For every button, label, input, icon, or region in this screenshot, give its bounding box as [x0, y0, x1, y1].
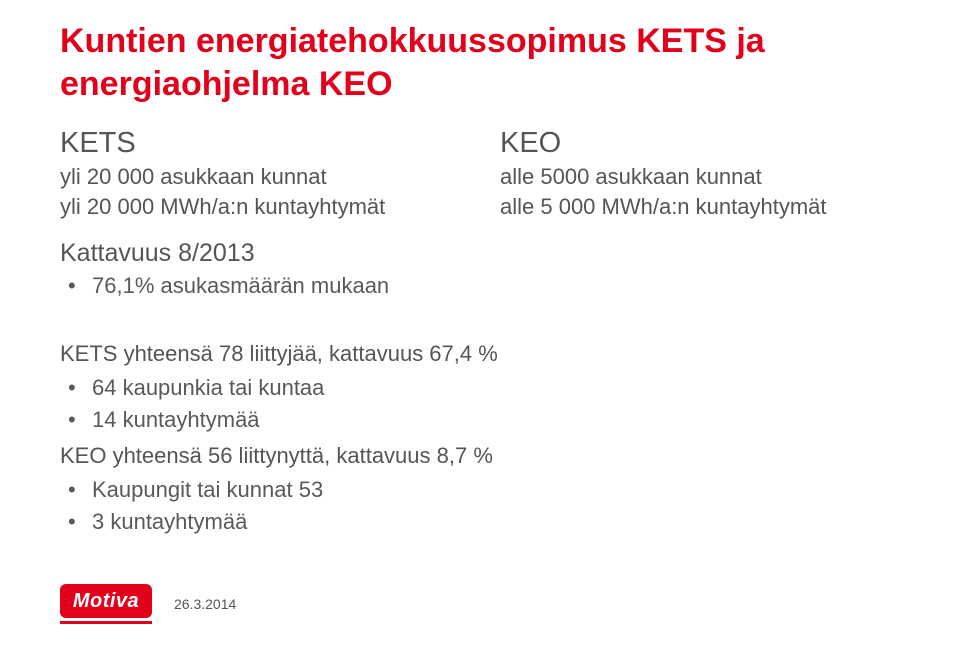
kattavuus-heading: Kattavuus 8/2013 [60, 239, 910, 268]
footer: Motiva 26.3.2014 [60, 584, 236, 624]
keo-line-1: alle 5000 asukkaan kunnat [500, 162, 860, 192]
summary-block: KETS yhteensä 78 liittyjää, kattavuus 67… [60, 338, 910, 537]
keo-yht-item-2: 3 kuntayhtymää [88, 506, 910, 538]
slide: Kuntien energiatehokkuussopimus KETS ja … [0, 0, 960, 538]
kets-yht-heading: KETS yhteensä 78 liittyjää, kattavuus 67… [60, 338, 910, 370]
title-line-1: Kuntien energiatehokkuussopimus KETS ja [60, 22, 765, 60]
kets-line-2: yli 20 000 MWh/a:n kuntayhtymät [60, 192, 430, 222]
slide-title: Kuntien energiatehokkuussopimus KETS ja … [60, 20, 910, 105]
kets-line-1: yli 20 000 asukkaan kunnat [60, 162, 430, 192]
logo-underline [60, 621, 152, 624]
motiva-logo: Motiva [60, 584, 152, 624]
logo-box: Motiva [60, 584, 152, 618]
keo-column: KEO alle 5000 asukkaan kunnat alle 5 000… [500, 127, 860, 221]
logo-text: Motiva [73, 590, 139, 613]
kets-yht-item-1: 64 kaupunkia tai kuntaa [88, 372, 910, 404]
title-line-2: energiaohjelma KEO [60, 65, 393, 103]
kattavuus-item-1: 76,1% asukasmäärän mukaan [88, 270, 910, 302]
kets-yht-list: 64 kaupunkia tai kuntaa 14 kuntayhtymää [60, 372, 910, 436]
kets-column: KETS yli 20 000 asukkaan kunnat yli 20 0… [60, 127, 430, 221]
keo-line-2: alle 5 000 MWh/a:n kuntayhtymät [500, 192, 860, 222]
keo-yht-heading: KEO yhteensä 56 liittynyttä, kattavuus 8… [60, 440, 910, 472]
definition-columns: KETS yli 20 000 asukkaan kunnat yli 20 0… [60, 127, 910, 221]
keo-yht-item-1: Kaupungit tai kunnat 53 [88, 474, 910, 506]
keo-heading: KEO [500, 127, 860, 160]
kattavuus-list: 76,1% asukasmäärän mukaan [60, 270, 910, 302]
footer-date: 26.3.2014 [174, 596, 236, 612]
keo-yht-list: Kaupungit tai kunnat 53 3 kuntayhtymää [60, 474, 910, 538]
kattavuus-section: Kattavuus 8/2013 76,1% asukasmäärän muka… [60, 239, 910, 302]
kets-heading: KETS [60, 127, 430, 160]
kets-yht-item-2: 14 kuntayhtymää [88, 404, 910, 436]
